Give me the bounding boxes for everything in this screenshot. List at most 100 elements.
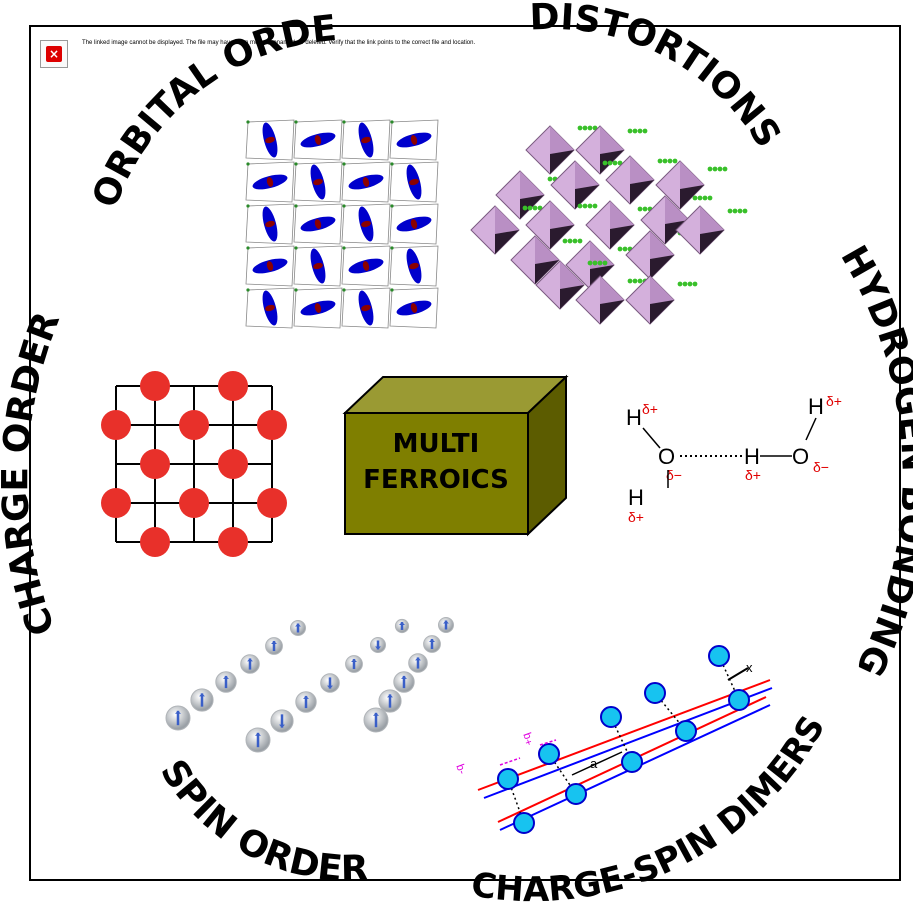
octahedron-face [700, 206, 724, 234]
h-atom-2: H [628, 485, 644, 510]
lattice-cell [293, 203, 343, 245]
dimer-site [621, 751, 643, 773]
cation-dot [577, 125, 583, 131]
dimer-label-a: a [590, 756, 598, 771]
orbital-ring [361, 220, 371, 228]
cation-dot [522, 205, 528, 211]
lattice-node [294, 162, 298, 166]
charge-dot [140, 449, 170, 479]
orbital-ring [410, 135, 418, 145]
octahedron-face [600, 126, 624, 154]
lattice-cell [341, 203, 391, 245]
octahedron-face [535, 236, 559, 264]
cation-dot [642, 206, 648, 212]
dimer-site [675, 720, 697, 742]
octahedron-face [560, 261, 584, 289]
broken-image-icon: × [40, 40, 68, 68]
lattice-cell [341, 161, 391, 203]
cation-dot [587, 260, 593, 266]
spin-arrow-head [351, 658, 357, 662]
lattice-node [390, 288, 394, 292]
cation-dot [627, 278, 633, 284]
charge-dot [179, 488, 209, 518]
cation-dot [737, 208, 743, 214]
charge-dot [140, 527, 170, 557]
cation-dot [617, 246, 623, 252]
orbital-ring [265, 136, 275, 144]
orbital-ring [410, 219, 418, 229]
cation-dot [577, 238, 583, 244]
cation-dot [572, 238, 578, 244]
cation-dot [632, 128, 638, 134]
orbital-ring [361, 136, 371, 144]
orbital-ring [362, 261, 370, 271]
octahedron-shadow [600, 300, 624, 324]
spin-arrow-head [199, 693, 205, 697]
lattice-node [390, 162, 394, 166]
cation-dot [612, 160, 618, 166]
cation-dot [707, 195, 713, 201]
cation-dot [637, 128, 643, 134]
spin-arrow-head [175, 710, 181, 714]
cation-dot [712, 166, 718, 172]
charge-dot [101, 488, 131, 518]
charge-arrow [499, 757, 521, 766]
lattice-cell [245, 119, 295, 161]
cation-dot [592, 203, 598, 209]
cation-dot [717, 166, 723, 172]
cation-dot [587, 125, 593, 131]
charge-dot [218, 527, 248, 557]
octahedron-shadow [700, 230, 724, 254]
cation-dot [687, 281, 693, 287]
lattice-node [294, 204, 298, 208]
octahedron-shadow [560, 285, 584, 309]
lattice-cell [293, 119, 343, 161]
spacing-arrow [571, 751, 623, 776]
lattice-node [390, 246, 394, 250]
cation-dot [677, 281, 683, 287]
lattice-node [246, 162, 250, 166]
lattice-node [294, 288, 298, 292]
cation-dot [732, 208, 738, 214]
charge-dot [101, 410, 131, 440]
dimer-site [565, 783, 587, 805]
cation-dot [727, 208, 733, 214]
lattice-cell [245, 161, 295, 203]
spin-arrow-head [327, 685, 333, 689]
lattice-node [342, 120, 346, 124]
lattice-cell [389, 203, 439, 245]
orbital-order-lattice [245, 119, 439, 329]
cation-dot [637, 206, 643, 212]
spin-arrow-head [401, 675, 407, 679]
cation-dot [692, 281, 698, 287]
cation-dot [582, 125, 588, 131]
dimer-label-x: x [746, 660, 753, 675]
lattice-cell [341, 119, 391, 161]
lattice-node [342, 162, 346, 166]
orbital-ring [410, 303, 418, 313]
cation-dot [697, 195, 703, 201]
lattice-cell [245, 287, 295, 329]
cation-dot [547, 176, 553, 182]
cation-dot [722, 166, 728, 172]
h-atom-3: H [744, 444, 760, 469]
charge-dot [257, 488, 287, 518]
lattice-node [342, 246, 346, 250]
cation-dot [607, 160, 613, 166]
spin-arrow-head [255, 732, 261, 736]
cation-dot [622, 246, 628, 252]
lattice-node [294, 246, 298, 250]
o-atom-1: O [658, 444, 675, 469]
cation-dot [582, 203, 588, 209]
dimer-site [644, 682, 666, 704]
lattice-node [246, 288, 250, 292]
orbital-ring [266, 261, 274, 271]
octahedron-shadow [535, 260, 559, 284]
spin-arrow-head [375, 646, 381, 650]
octahedron-shadow [680, 185, 704, 209]
label-orbital-order: ORBITAL ORDER [0, 0, 339, 213]
label-hydrogen-bonding: HYDROGEN BONDING [832, 239, 913, 682]
cation-dot [577, 203, 583, 209]
spin-arrow-head [415, 657, 421, 661]
